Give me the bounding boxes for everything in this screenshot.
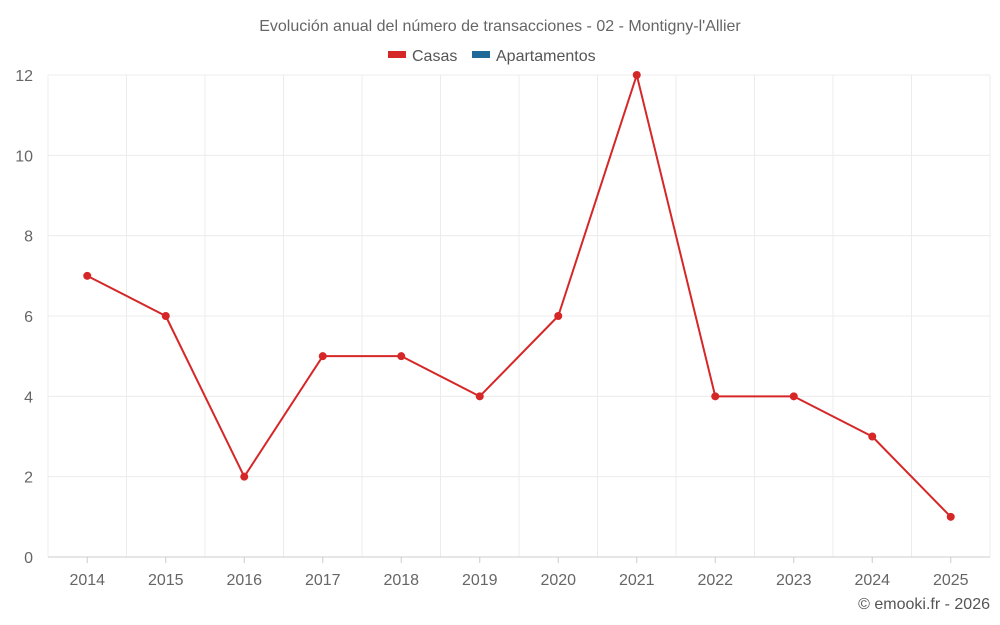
- legend-swatch-casas: [388, 51, 406, 58]
- credit-text: © emooki.fr - 2026: [858, 596, 990, 613]
- legend-swatch-apartamentos: [472, 51, 490, 58]
- data-point[interactable]: [946, 512, 955, 521]
- x-tick-label: 2019: [462, 572, 498, 589]
- y-tick-label: 12: [15, 68, 33, 85]
- data-point[interactable]: [318, 352, 327, 361]
- y-tick-label: 10: [15, 148, 33, 165]
- x-axis-labels: 2014 2015 2016 2017 2018 2019 2020 2021 2022 2023…: [69, 572, 968, 589]
- x-tick-label: 2016: [226, 572, 262, 589]
- data-point[interactable]: [711, 392, 720, 401]
- x-tick-label: 2018: [383, 572, 419, 589]
- x-tick-label: 2024: [854, 572, 890, 589]
- axes: [48, 556, 990, 563]
- x-tick-label: 2023: [776, 572, 812, 589]
- data-point[interactable]: [83, 271, 92, 280]
- data-point[interactable]: [397, 352, 406, 361]
- data-point[interactable]: [632, 71, 641, 79]
- series-casas: [83, 71, 955, 521]
- data-point[interactable]: [868, 432, 877, 441]
- y-tick-label: 6: [24, 309, 33, 326]
- x-tick-label: 2020: [540, 572, 576, 589]
- y-tick-label: 4: [24, 389, 33, 406]
- data-point[interactable]: [554, 312, 563, 320]
- data-point[interactable]: [161, 312, 170, 320]
- x-tick-label: 2017: [305, 572, 341, 589]
- y-axis-labels: 0 2 4 6 8 10 12: [15, 68, 33, 567]
- x-tick-label: 2021: [619, 572, 655, 589]
- chart-title: Evolución anual del número de transaccio…: [259, 18, 741, 35]
- legend-item-casas[interactable]: Casas: [388, 48, 457, 65]
- grid: [47, 74, 991, 557]
- series-line: [86, 74, 952, 518]
- x-tick-label: 2014: [69, 572, 105, 589]
- y-tick-label: 8: [24, 229, 33, 246]
- legend-label-apartamentos: Apartamentos: [496, 48, 596, 65]
- y-tick-label: 2: [24, 470, 33, 487]
- legend-item-apartamentos[interactable]: Apartamentos: [472, 48, 596, 65]
- data-point[interactable]: [240, 472, 249, 481]
- data-point[interactable]: [789, 392, 798, 401]
- x-tick-label: 2025: [933, 572, 969, 589]
- legend: Casas Apartamentos: [388, 48, 596, 65]
- x-tick-label: 2015: [148, 572, 184, 589]
- data-point[interactable]: [475, 392, 484, 401]
- legend-label-casas: Casas: [412, 48, 457, 65]
- x-tick-label: 2022: [697, 572, 733, 589]
- y-tick-label: 0: [24, 550, 33, 567]
